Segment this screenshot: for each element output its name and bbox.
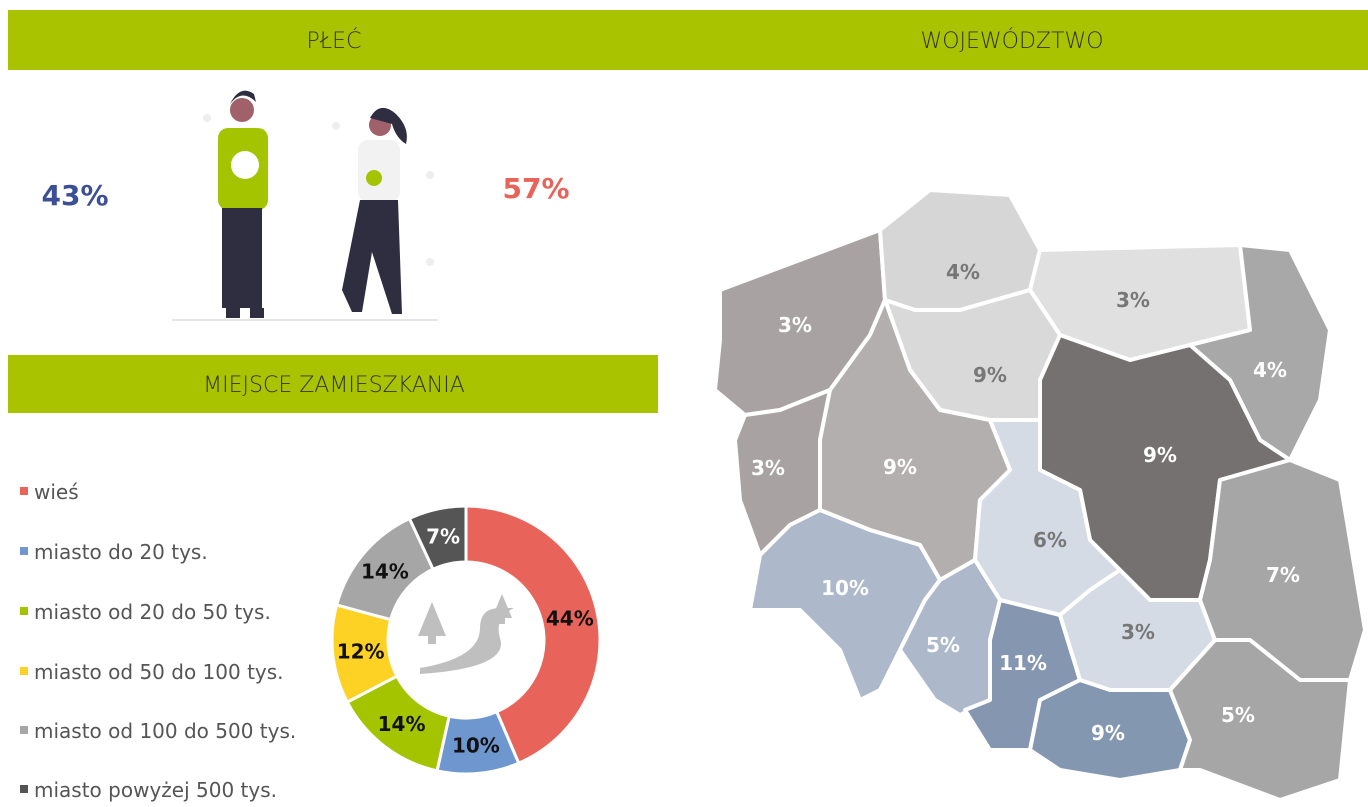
legend-swatch [20, 487, 28, 495]
legend-swatch [20, 667, 28, 675]
legend-label: miasto do 20 tys. [34, 540, 208, 564]
gender-header: PŁEĆ [307, 28, 362, 54]
donut-label: 12% [337, 640, 385, 664]
legend-label: miasto od 20 do 50 tys. [34, 600, 271, 624]
people-illustration [172, 90, 438, 321]
region-label: 3% [751, 456, 785, 480]
legend-label: wieś [34, 480, 79, 504]
legend-label: miasto powyżej 500 tys. [34, 778, 277, 802]
road [420, 608, 514, 674]
donut-label: 14% [378, 712, 426, 736]
region-label: 9% [1091, 721, 1125, 745]
region-label: 6% [1033, 528, 1067, 552]
legend-swatch [20, 607, 28, 615]
donut-segment [464, 504, 602, 766]
region-label: 3% [1116, 288, 1150, 312]
map-region [1168, 638, 1352, 802]
region-label: 11% [999, 651, 1047, 675]
region-label: 10% [821, 576, 869, 600]
region-label: 9% [973, 363, 1007, 387]
region-label: 5% [926, 633, 960, 657]
region-label: 3% [778, 313, 812, 337]
region-label: 9% [1143, 443, 1177, 467]
residence-band [8, 355, 658, 413]
region-label: 4% [1253, 358, 1287, 382]
legend-label: miasto od 100 do 500 tys. [34, 719, 296, 743]
donut-label: 14% [361, 560, 409, 584]
header-band [8, 10, 1368, 70]
region-label: 5% [1221, 703, 1255, 727]
region-label: 4% [946, 260, 980, 284]
donut-label: 10% [452, 734, 500, 758]
legend-label: miasto od 50 do 100 tys. [34, 660, 284, 684]
female-share: 57% [502, 172, 569, 205]
legend-swatch [20, 785, 28, 793]
region-label: 9% [883, 455, 917, 479]
road-icon [418, 594, 514, 674]
donut-segment [407, 504, 468, 572]
male-share: 43% [41, 179, 108, 212]
donut-label: 7% [426, 525, 460, 549]
residence-header: MIEJSCE ZAMIESZKANIA [203, 373, 465, 398]
region-label: 7% [1266, 563, 1300, 587]
legend-swatch [20, 547, 28, 555]
tree [418, 602, 446, 644]
legend-swatch [20, 726, 28, 734]
donut-label: 44% [546, 607, 594, 631]
region-label: 3% [1121, 620, 1155, 644]
tree [492, 594, 512, 624]
region-header: WOJEWÓDZTWO [920, 28, 1103, 54]
